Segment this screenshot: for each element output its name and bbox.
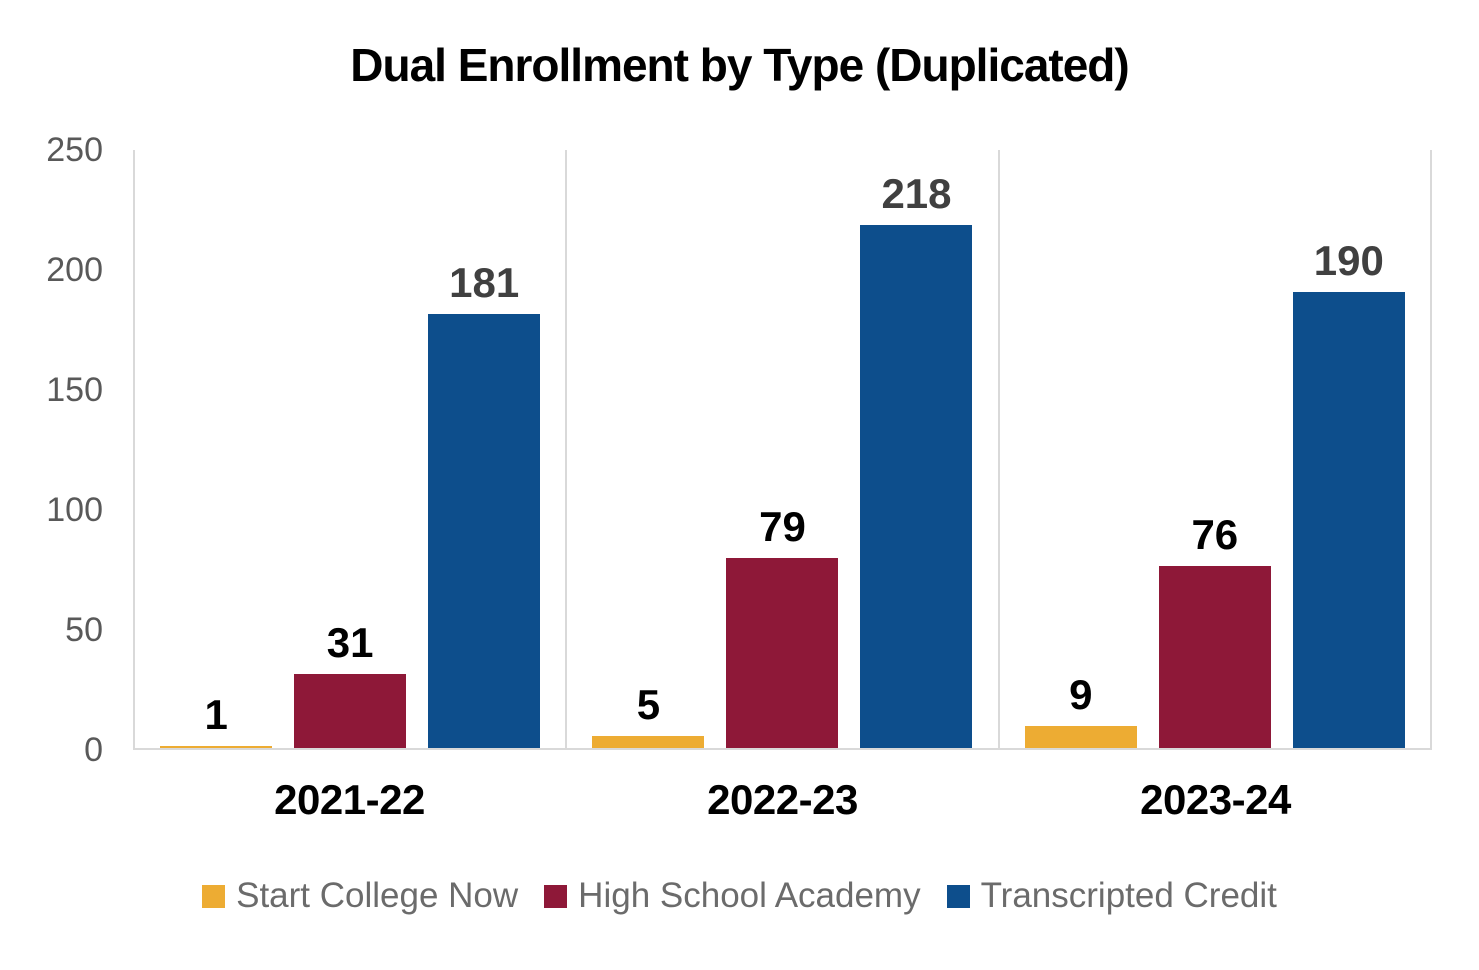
y-tick-label: 0	[84, 731, 103, 769]
legend-item-start-college-now: Start College Now	[202, 876, 518, 916]
legend-swatch-icon	[544, 884, 568, 908]
data-label: 9	[1069, 671, 1093, 719]
x-axis-label: 2021-22	[274, 776, 425, 823]
bar-transcripted-credit: 181	[428, 261, 541, 748]
category-group-2021-22: 1 31 181	[135, 150, 568, 748]
bar-transcripted-credit: 190	[1292, 240, 1405, 748]
bar-start-college-now: 1	[160, 693, 273, 748]
data-label: 79	[759, 503, 806, 551]
y-axis: 0 50 100 150 200 250	[0, 131, 103, 769]
bar-high-school-academy: 79	[726, 506, 839, 748]
data-label: 31	[326, 618, 374, 666]
data-label: 1	[204, 690, 228, 738]
chart-title: Dual Enrollment by Type (Duplicated)	[350, 39, 1129, 91]
y-tick-label: 200	[46, 251, 103, 289]
data-label: 181	[449, 258, 520, 306]
bar-start-college-now: 5	[592, 684, 705, 748]
y-tick-label: 250	[46, 131, 103, 169]
legend-label: Transcripted Credit	[980, 876, 1277, 915]
bar-start-college-now: 9	[1024, 674, 1137, 748]
y-tick-label: 150	[46, 371, 103, 409]
y-tick-label: 100	[46, 491, 103, 529]
x-axis: 2021-22 2022-23 2023-24	[133, 776, 1432, 824]
category-group-2023-24: 9 76 190	[1000, 150, 1430, 748]
plot-area: 1 31 181 5 79 218 9 76 190	[133, 150, 1432, 750]
legend-label: High School Academy	[578, 876, 921, 915]
legend-label: Start College Now	[236, 876, 519, 915]
bar-high-school-academy: 31	[294, 621, 407, 748]
category-group-2022-23: 5 79 218	[567, 150, 1000, 748]
legend-swatch-icon	[202, 884, 226, 908]
legend-item-transcripted-credit: Transcripted Credit	[946, 876, 1277, 916]
legend-item-high-school-academy: High School Academy	[544, 876, 921, 916]
y-tick-label: 50	[65, 611, 103, 649]
x-axis-label: 2022-23	[707, 776, 858, 823]
x-axis-label: 2023-24	[1140, 776, 1291, 823]
data-label: 190	[1313, 237, 1384, 284]
data-label: 218	[881, 169, 952, 217]
legend-swatch-icon	[946, 884, 970, 908]
bar-transcripted-credit: 218	[860, 172, 973, 748]
data-label: 5	[636, 681, 661, 728]
data-label: 76	[1191, 510, 1239, 558]
legend: Start College Now High School Academy Tran…	[0, 876, 1479, 916]
bar-high-school-academy: 76	[1158, 513, 1271, 748]
